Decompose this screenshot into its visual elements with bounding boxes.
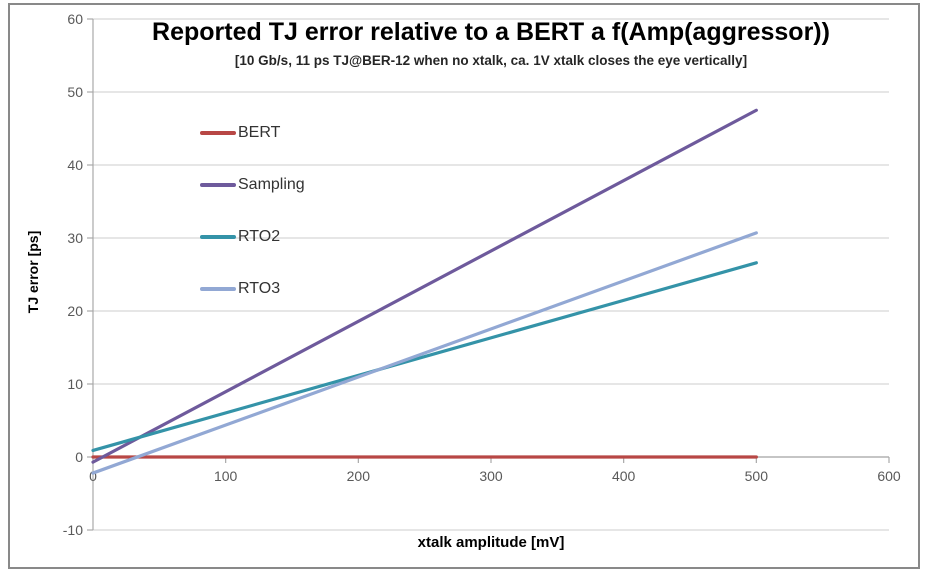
legend-swatch-icon [200, 235, 236, 239]
series-line-rto3 [91, 231, 758, 475]
figure-border [8, 3, 920, 569]
legend-item-sampling: Sampling [200, 159, 305, 211]
series-line-sampling [91, 108, 758, 464]
x-tick-label: 100 [214, 468, 238, 484]
x-axis-title: xtalk amplitude [mV] [417, 534, 565, 551]
legend-item-rto2: RTO2 [200, 211, 305, 263]
x-tick-label: 500 [745, 468, 769, 484]
chart-subtitle: [10 Gb/s, 11 ps TJ@BER-12 when no xtalk,… [234, 53, 748, 68]
legend-label: RTO3 [238, 280, 281, 297]
y-tick-label: 50 [67, 84, 83, 100]
legend-label: RTO2 [238, 228, 281, 245]
x-tick-label: 200 [347, 468, 371, 484]
chart-title: Reported TJ error relative to a BERT a f… [152, 18, 830, 46]
x-tick-label: 400 [612, 468, 636, 484]
y-tick-label: 30 [67, 230, 83, 246]
legend-label: BERT [238, 124, 281, 141]
legend-swatch-icon [200, 287, 236, 291]
y-axis-title: TJ error [ps] [25, 230, 41, 314]
legend-item-bert: BERT [200, 107, 305, 159]
y-tick-label: 40 [67, 157, 83, 173]
y-tick-label: 60 [67, 11, 83, 27]
legend-swatch-icon [200, 131, 236, 135]
legend: BERT Sampling RTO2 RTO3 [200, 107, 305, 315]
legend-item-rto3: RTO3 [200, 263, 305, 315]
x-tick-label: 0 [89, 468, 97, 484]
legend-label: Sampling [238, 176, 305, 193]
y-tick-label: 10 [67, 376, 83, 392]
x-tick-label: 600 [877, 468, 901, 484]
legend-swatch-icon [200, 183, 236, 187]
series-line-rto2 [91, 261, 758, 453]
y-tick-label: -10 [63, 522, 83, 538]
x-tick-label: 300 [479, 468, 503, 484]
y-tick-label: 0 [75, 449, 83, 465]
y-tick-label: 20 [67, 303, 83, 319]
